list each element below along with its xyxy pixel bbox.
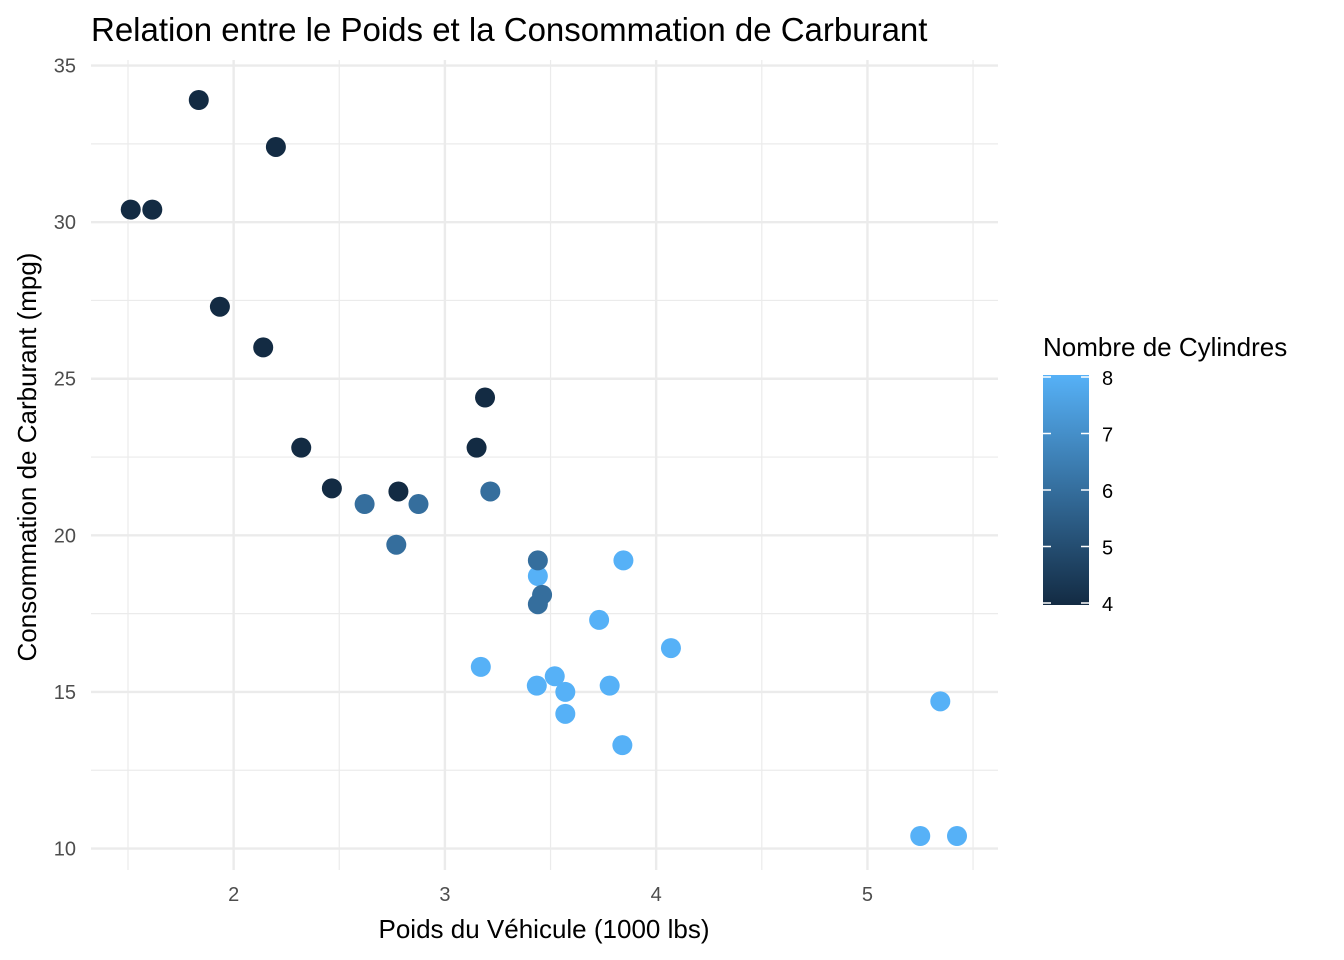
legend-title: Nombre de Cylindres bbox=[1043, 332, 1287, 362]
y-axis-ticks: 10 15 20 25 30 35 bbox=[54, 56, 76, 861]
x-tick-label: 3 bbox=[439, 884, 450, 906]
x-axis-label: Poids du Véhicule (1000 lbs) bbox=[379, 914, 710, 944]
y-tick-label: 15 bbox=[54, 682, 76, 704]
data-point bbox=[142, 199, 163, 220]
data-point bbox=[555, 681, 576, 702]
data-point bbox=[947, 826, 967, 846]
data-point bbox=[466, 437, 487, 458]
data-point bbox=[120, 199, 141, 220]
y-tick-label: 20 bbox=[54, 525, 76, 547]
data-point bbox=[388, 481, 409, 502]
data-point bbox=[660, 638, 681, 659]
data-points bbox=[120, 90, 967, 846]
data-point bbox=[599, 675, 620, 696]
data-point bbox=[209, 296, 230, 317]
y-axis-label: Consommation de Carburant (mpg) bbox=[12, 253, 42, 662]
colorbar-tick-label: 5 bbox=[1102, 538, 1113, 560]
data-point bbox=[265, 136, 286, 157]
data-point bbox=[527, 566, 548, 587]
colorbar-tick-label: 8 bbox=[1102, 368, 1113, 390]
legend: Nombre de Cylindres 4 5 6 7 8 bbox=[1043, 332, 1287, 616]
y-tick-label: 35 bbox=[54, 56, 76, 78]
data-point bbox=[386, 534, 407, 555]
x-axis-ticks: 2 3 4 5 bbox=[228, 884, 873, 906]
data-point bbox=[253, 337, 274, 358]
data-point bbox=[480, 481, 501, 502]
data-point bbox=[555, 703, 576, 724]
grid bbox=[91, 60, 998, 870]
y-tick-label: 10 bbox=[54, 839, 76, 861]
data-point bbox=[354, 494, 375, 515]
data-point bbox=[470, 656, 491, 677]
data-point bbox=[527, 594, 548, 615]
x-tick-label: 5 bbox=[862, 884, 873, 906]
data-point bbox=[188, 90, 209, 110]
x-tick-label: 2 bbox=[228, 884, 239, 906]
data-point bbox=[291, 437, 312, 458]
colorbar-tick-label: 4 bbox=[1102, 594, 1113, 616]
data-point bbox=[475, 387, 496, 408]
colorbar-ticks: 4 5 6 7 8 bbox=[1043, 368, 1113, 616]
colorbar-tick-label: 6 bbox=[1102, 481, 1113, 503]
chart-title: Relation entre le Poids et la Consommati… bbox=[91, 11, 927, 48]
data-point bbox=[612, 735, 633, 756]
data-point bbox=[527, 550, 548, 571]
colorbar-tick-label: 7 bbox=[1102, 425, 1113, 447]
data-point bbox=[910, 826, 931, 846]
data-point bbox=[544, 666, 565, 687]
x-tick-label: 4 bbox=[651, 884, 662, 906]
data-point bbox=[321, 478, 342, 499]
y-tick-label: 25 bbox=[54, 369, 76, 391]
y-tick-label: 30 bbox=[54, 212, 76, 234]
data-point bbox=[930, 691, 951, 712]
data-point bbox=[613, 550, 634, 571]
data-point bbox=[526, 675, 547, 696]
data-point bbox=[589, 609, 610, 630]
data-point bbox=[408, 494, 429, 515]
